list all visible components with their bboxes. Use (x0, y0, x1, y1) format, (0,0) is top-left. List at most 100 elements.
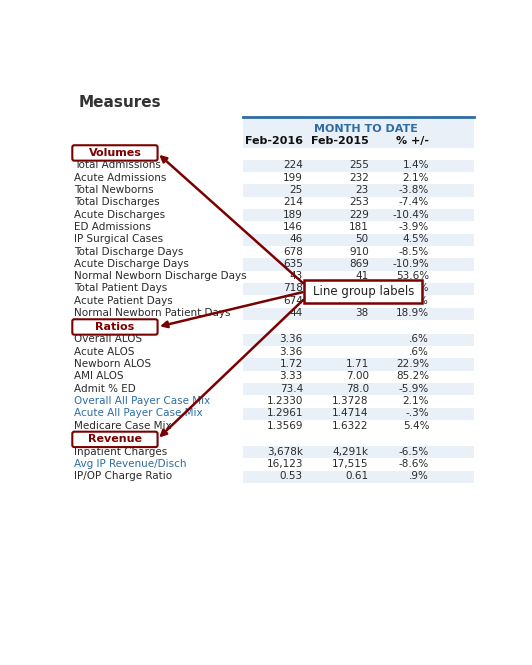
Text: 2.1%: 2.1% (403, 173, 429, 183)
Text: 78.0: 78.0 (346, 384, 369, 394)
Text: 7.00: 7.00 (346, 371, 369, 381)
Text: 17,515: 17,515 (332, 459, 369, 469)
Text: 0.53: 0.53 (280, 471, 303, 481)
Text: -10.4%: -10.4% (393, 209, 429, 219)
Text: 1.4%: 1.4% (403, 160, 429, 170)
Text: -3.8%: -3.8% (399, 185, 429, 195)
Bar (243, 160, 474, 172)
Text: 22.9%: 22.9% (396, 359, 429, 369)
Text: 85.2%: 85.2% (396, 371, 429, 381)
Text: 73.4: 73.4 (280, 384, 303, 394)
Bar (243, 446, 474, 458)
Text: Total Discharges: Total Discharges (74, 198, 160, 207)
FancyBboxPatch shape (304, 280, 422, 303)
Text: Inpatient Charges: Inpatient Charges (74, 447, 168, 457)
Text: 1.71: 1.71 (345, 359, 369, 369)
Bar (243, 258, 474, 271)
Text: .6%: .6% (409, 296, 429, 306)
Text: Feb-2015: Feb-2015 (311, 136, 369, 146)
Text: Admit % ED: Admit % ED (74, 384, 136, 394)
Text: 25: 25 (289, 185, 303, 195)
Bar (243, 308, 474, 320)
Text: Newborn ALOS: Newborn ALOS (74, 359, 152, 369)
Text: 674: 674 (283, 296, 303, 306)
Text: 1.4714: 1.4714 (332, 408, 369, 418)
Text: Overall All Payer Case Mix: Overall All Payer Case Mix (74, 396, 211, 406)
Text: 199: 199 (283, 173, 303, 183)
Text: .6%: .6% (409, 334, 429, 344)
Text: 1.3569: 1.3569 (267, 420, 303, 430)
Text: Total Patient Days: Total Patient Days (74, 283, 168, 293)
Text: 229: 229 (349, 209, 369, 219)
Text: Normal Newborn Patient Days: Normal Newborn Patient Days (74, 308, 231, 318)
Text: 23: 23 (355, 185, 369, 195)
FancyBboxPatch shape (72, 432, 157, 447)
Text: 5.4%: 5.4% (403, 420, 429, 430)
Text: 44: 44 (289, 308, 303, 318)
Text: AMI ALOS: AMI ALOS (74, 371, 124, 381)
Text: -7.4%: -7.4% (399, 198, 429, 207)
Text: 214: 214 (283, 198, 303, 207)
Text: 909: 909 (349, 283, 369, 293)
Text: 181: 181 (349, 222, 369, 232)
Text: 46: 46 (289, 234, 303, 244)
Text: -6.5%: -6.5% (399, 447, 429, 457)
Text: -8.6%: -8.6% (399, 459, 429, 469)
Bar (243, 117, 474, 148)
Text: Acute Discharges: Acute Discharges (74, 209, 165, 219)
Text: Revenue: Revenue (88, 434, 142, 444)
Text: Medicare Case Mix: Medicare Case Mix (74, 420, 172, 430)
Text: ED Admissions: ED Admissions (74, 222, 151, 232)
Text: Acute Discharge Days: Acute Discharge Days (74, 259, 189, 269)
Text: -5.9%: -5.9% (399, 384, 429, 394)
Text: .6%: .6% (409, 346, 429, 356)
Text: Line group labels: Line group labels (313, 285, 414, 298)
Text: -3.9%: -3.9% (399, 222, 429, 232)
Text: IP Surgical Cases: IP Surgical Cases (74, 234, 163, 244)
Text: 869: 869 (349, 259, 369, 269)
Text: IP/OP Charge Ratio: IP/OP Charge Ratio (74, 471, 172, 481)
Bar (243, 358, 474, 370)
Bar (243, 184, 474, 197)
Text: 4,291k: 4,291k (332, 447, 369, 457)
Text: -.3%: -.3% (405, 408, 429, 418)
Text: 678: 678 (283, 247, 303, 257)
Text: -8.5%: -8.5% (399, 247, 429, 257)
Text: MONTH TO DATE: MONTH TO DATE (314, 124, 418, 134)
Text: 53.6%: 53.6% (396, 271, 429, 281)
Text: 1.2961: 1.2961 (267, 408, 303, 418)
Text: 255: 255 (349, 160, 369, 170)
Text: 4.5%: 4.5% (403, 234, 429, 244)
Text: 3.36: 3.36 (280, 346, 303, 356)
Bar (243, 383, 474, 396)
Bar (243, 408, 474, 420)
Text: 253: 253 (349, 198, 369, 207)
Bar (243, 283, 474, 295)
Text: 718: 718 (283, 283, 303, 293)
Text: 1.3728: 1.3728 (332, 396, 369, 406)
Text: Feb-2016: Feb-2016 (245, 136, 303, 146)
Text: 43: 43 (289, 271, 303, 281)
Text: 18.9%: 18.9% (396, 308, 429, 318)
Text: 1.2330: 1.2330 (267, 396, 303, 406)
Bar (243, 471, 474, 483)
Text: -10.9%: -10.9% (393, 259, 429, 269)
FancyBboxPatch shape (72, 319, 157, 334)
Text: 635: 635 (283, 259, 303, 269)
Text: 50: 50 (355, 234, 369, 244)
Text: Total Discharge Days: Total Discharge Days (74, 247, 184, 257)
FancyBboxPatch shape (72, 145, 157, 161)
Text: Acute Patient Days: Acute Patient Days (74, 296, 173, 306)
Text: Avg IP Revenue/Disch: Avg IP Revenue/Disch (74, 459, 187, 469)
Text: 1.72: 1.72 (280, 359, 303, 369)
Bar (243, 233, 474, 246)
Text: 871: 871 (349, 296, 369, 306)
Text: Total Admissions: Total Admissions (74, 160, 161, 170)
Text: Acute All Payer Case Mix: Acute All Payer Case Mix (74, 408, 203, 418)
Text: 1.6322: 1.6322 (332, 420, 369, 430)
Text: 3.33: 3.33 (280, 371, 303, 381)
Bar (243, 334, 474, 346)
Text: Ratios: Ratios (95, 322, 135, 332)
Text: 3.36: 3.36 (280, 334, 303, 344)
Text: 41: 41 (355, 271, 369, 281)
